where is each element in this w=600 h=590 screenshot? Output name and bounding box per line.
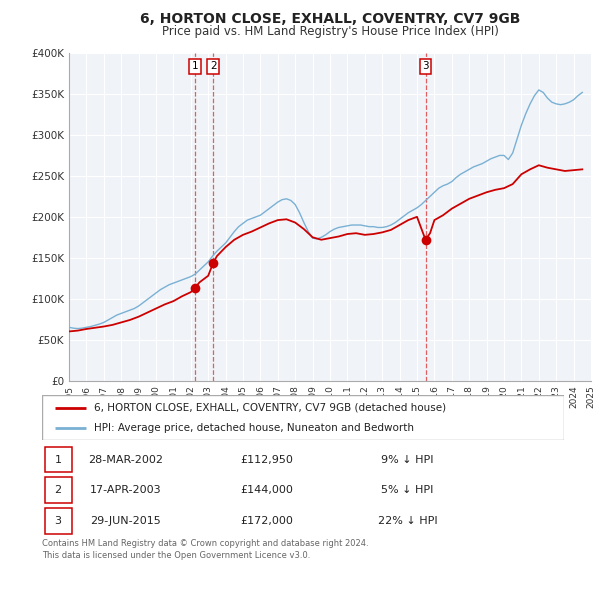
Text: 3: 3 — [422, 61, 429, 71]
Text: 1: 1 — [191, 61, 198, 71]
Text: £112,950: £112,950 — [240, 455, 293, 464]
Text: 6, HORTON CLOSE, EXHALL, COVENTRY, CV7 9GB: 6, HORTON CLOSE, EXHALL, COVENTRY, CV7 9… — [140, 12, 520, 26]
Bar — [44, 447, 72, 473]
Text: 9% ↓ HPI: 9% ↓ HPI — [381, 455, 434, 464]
Text: 22% ↓ HPI: 22% ↓ HPI — [377, 516, 437, 526]
Text: 6, HORTON CLOSE, EXHALL, COVENTRY, CV7 9GB (detached house): 6, HORTON CLOSE, EXHALL, COVENTRY, CV7 9… — [94, 403, 446, 412]
Text: 3: 3 — [55, 516, 62, 526]
Text: This data is licensed under the Open Government Licence v3.0.: This data is licensed under the Open Gov… — [42, 551, 310, 560]
Text: Price paid vs. HM Land Registry's House Price Index (HPI): Price paid vs. HM Land Registry's House … — [161, 25, 499, 38]
Text: 17-APR-2003: 17-APR-2003 — [90, 486, 161, 495]
Text: Contains HM Land Registry data © Crown copyright and database right 2024.: Contains HM Land Registry data © Crown c… — [42, 539, 368, 548]
Text: 2: 2 — [55, 486, 62, 495]
Text: 5% ↓ HPI: 5% ↓ HPI — [381, 486, 434, 495]
Text: 28-MAR-2002: 28-MAR-2002 — [88, 455, 163, 464]
Bar — [44, 508, 72, 534]
Text: 29-JUN-2015: 29-JUN-2015 — [90, 516, 161, 526]
Text: 2: 2 — [210, 61, 217, 71]
Text: 1: 1 — [55, 455, 62, 464]
Text: HPI: Average price, detached house, Nuneaton and Bedworth: HPI: Average price, detached house, Nune… — [94, 424, 414, 434]
Bar — [44, 477, 72, 503]
Text: £144,000: £144,000 — [240, 486, 293, 495]
Text: £172,000: £172,000 — [240, 516, 293, 526]
